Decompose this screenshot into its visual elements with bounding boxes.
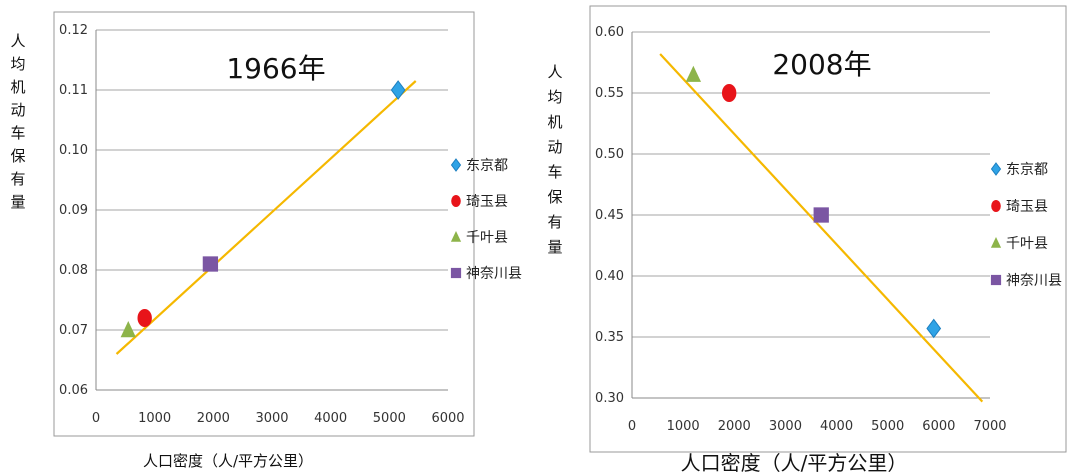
y-tick-label: 0.11	[59, 83, 88, 98]
x-tick-label: 0	[92, 411, 100, 426]
legend-marker	[450, 231, 462, 242]
y-tick-label: 0.06	[59, 383, 88, 398]
chart-frame	[53, 11, 475, 437]
trendline	[659, 53, 984, 403]
x-tick-label: 5000	[871, 419, 904, 434]
data-point-3	[685, 65, 702, 82]
legend-label: 神奈川县	[466, 266, 522, 282]
legend-marker	[990, 162, 1002, 176]
x-tick-label: 1000	[138, 411, 171, 426]
legend-marker	[990, 237, 1002, 248]
data-point-3	[120, 321, 136, 338]
x-tick-label: 3000	[769, 419, 802, 434]
x-tick-label: 1000	[667, 419, 700, 434]
legend-label: 东京都	[466, 158, 508, 174]
legend-marker	[450, 158, 462, 172]
y-tick-label: 0.55	[595, 86, 624, 101]
legend-marker	[451, 195, 461, 207]
legend-label: 琦玉县	[1006, 199, 1048, 215]
chart-frame	[589, 5, 1067, 453]
legend-label: 千叶县	[1006, 236, 1048, 252]
x-tick-label: 2000	[197, 411, 230, 426]
y-tick-label: 0.08	[59, 263, 88, 278]
y-tick-label: 0.40	[595, 269, 624, 284]
y-tick-label: 0.10	[59, 143, 88, 158]
legend-label: 千叶县	[466, 230, 508, 246]
legend-marker	[990, 274, 1002, 286]
chart-1: 0.06 0.07 0.08 0.09 0.10 0.11 0.12 0 1000 2000 300…	[10, 11, 522, 470]
legend-marker	[991, 200, 1001, 212]
chart-2: 0.30 0.35 0.40 0.45 0.50 0.55 0.60 0 1000 2000 300…	[547, 5, 1067, 475]
y-tick-label: 0.50	[595, 147, 624, 162]
x-tick-label: 0	[628, 419, 636, 434]
x-tick-label: 6000	[431, 411, 464, 426]
legend-label: 东京都	[1006, 162, 1048, 178]
chart-title: 1966年	[226, 52, 325, 85]
x-tick-label: 4000	[314, 411, 347, 426]
y-tick-label: 0.35	[595, 330, 624, 345]
y-axis-label: 人均机动车保有量	[10, 32, 25, 211]
y-tick-label: 0.12	[59, 23, 88, 38]
data-point-2	[721, 84, 737, 102]
legend-label: 神奈川县	[1006, 273, 1062, 289]
x-tick-label: 3000	[255, 411, 288, 426]
data-point-1	[390, 80, 406, 100]
legend-marker	[450, 267, 462, 279]
y-tick-label: 0.30	[595, 391, 624, 406]
y-tick-label: 0.60	[595, 25, 624, 40]
x-tick-label: 6000	[922, 419, 955, 434]
data-point-2	[137, 309, 152, 327]
y-axis-label: 人均机动车保有量	[547, 63, 562, 256]
x-tick-label: 5000	[373, 411, 406, 426]
x-tick-label: 7000	[973, 419, 1006, 434]
x-axis-label: 人口密度（人/平方公里）	[681, 451, 908, 475]
chart-title: 2008年	[772, 48, 871, 81]
y-tick-label: 0.45	[595, 208, 624, 223]
data-point-1	[926, 318, 942, 339]
data-point-4	[202, 256, 219, 272]
y-tick-label: 0.07	[59, 323, 88, 338]
legend-label: 琦玉县	[466, 194, 508, 210]
data-point-4	[813, 207, 829, 223]
x-axis-label: 人口密度（人/平方公里）	[143, 452, 313, 470]
trendline	[115, 80, 417, 355]
x-tick-label: 4000	[820, 419, 853, 434]
x-tick-label: 2000	[718, 419, 751, 434]
y-tick-label: 0.09	[59, 203, 88, 218]
